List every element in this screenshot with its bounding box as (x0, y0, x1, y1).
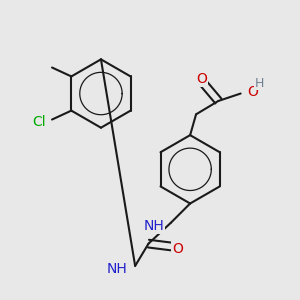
Text: O: O (247, 85, 258, 99)
Text: O: O (196, 72, 208, 86)
Text: Cl: Cl (32, 115, 46, 129)
Text: H: H (255, 76, 264, 90)
Text: NH: NH (107, 262, 128, 276)
Text: O: O (172, 242, 183, 256)
Text: NH: NH (143, 219, 164, 233)
